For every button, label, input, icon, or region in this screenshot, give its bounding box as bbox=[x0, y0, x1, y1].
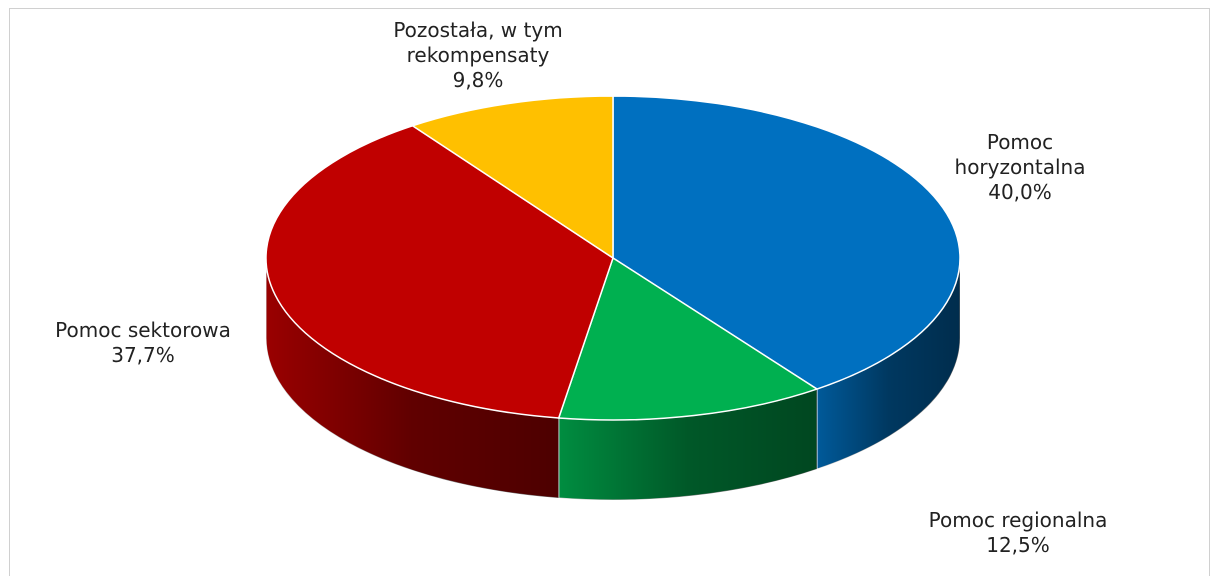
slice bbox=[557, 256, 819, 421]
slice-label: Pozostała, w tym rekompensaty 9,8% bbox=[358, 18, 598, 93]
slice bbox=[612, 95, 961, 390]
slice-side-shade bbox=[558, 389, 817, 500]
slice-side-shade bbox=[816, 258, 960, 470]
slice bbox=[410, 95, 614, 260]
label-name: Pozostała, w tym rekompensaty bbox=[393, 18, 563, 67]
slice-side-shade bbox=[266, 258, 559, 499]
label-value: 37,7% bbox=[111, 343, 175, 367]
label-value: 40,0% bbox=[988, 180, 1052, 204]
label-name: Pomoc regionalna bbox=[928, 508, 1108, 532]
slice-label: Pomoc sektorowa 37,7% bbox=[3, 318, 283, 368]
slice-label: Pomoc horyzontalna 40,0% bbox=[940, 130, 1100, 205]
label-name: Pomoc horyzontalna bbox=[954, 130, 1086, 179]
slice bbox=[265, 124, 614, 419]
slice-label: Pomoc regionalna 12,5% bbox=[878, 508, 1158, 558]
frame bbox=[9, 8, 1210, 576]
label-name: Pomoc sektorowa bbox=[55, 318, 231, 342]
label-value: 12,5% bbox=[986, 533, 1050, 557]
label-value: 9,8% bbox=[452, 68, 504, 92]
